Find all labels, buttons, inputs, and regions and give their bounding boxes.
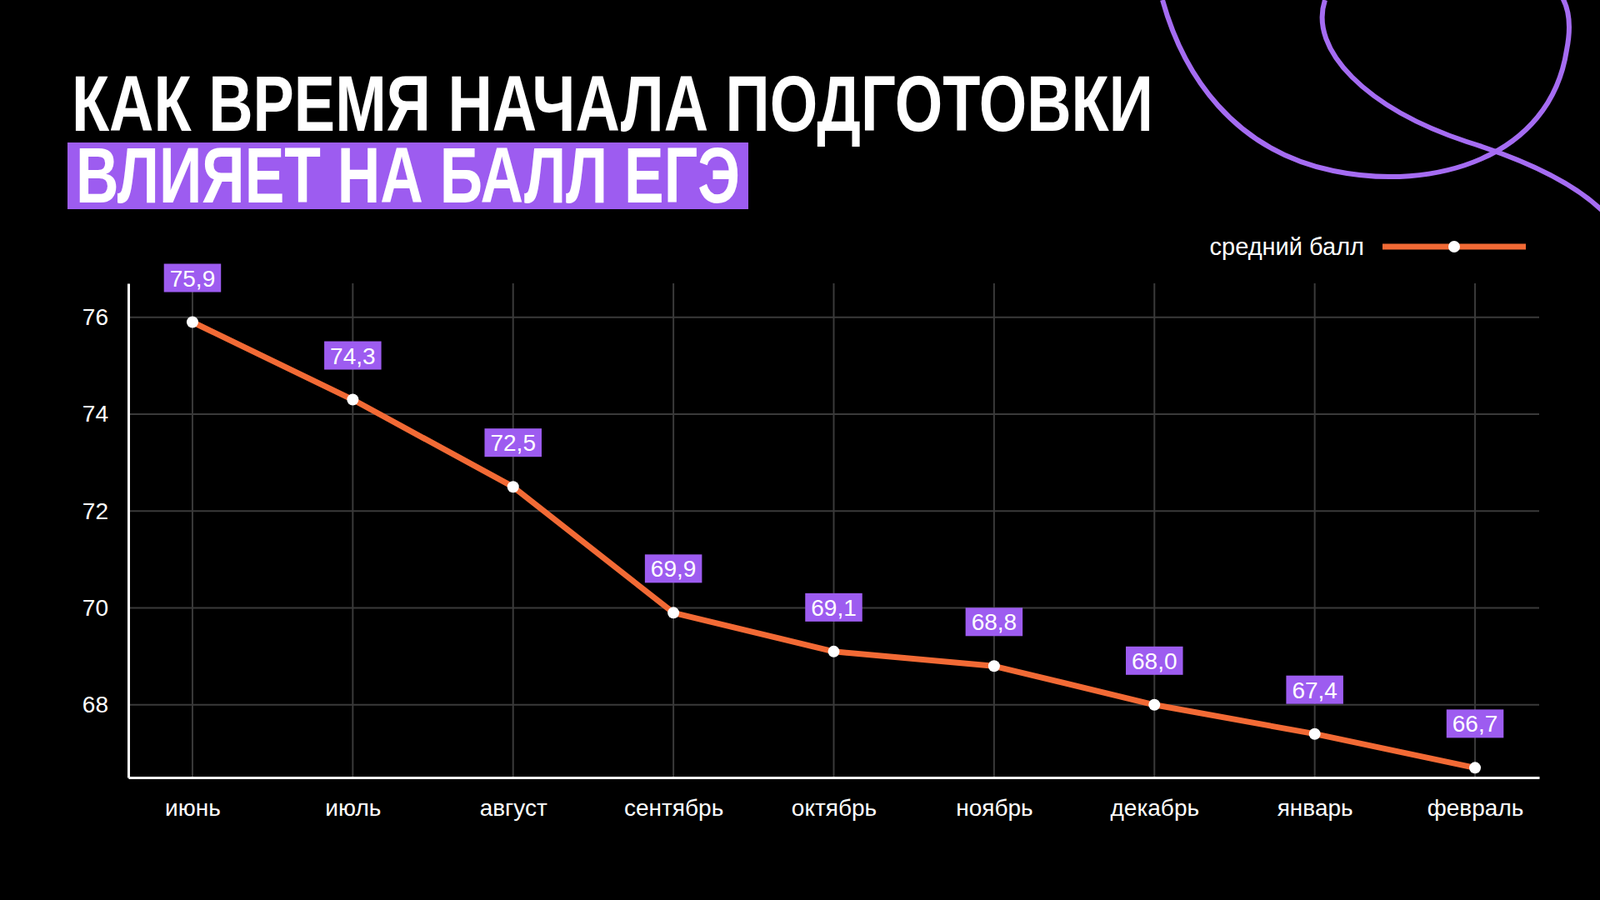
point-marker: [828, 645, 840, 658]
data-label-text: 66,7: [1452, 710, 1499, 737]
point-marker: [346, 394, 359, 406]
y-tick-label: 72: [82, 498, 109, 525]
data-label: 72,5: [484, 428, 542, 457]
data-label-text: 75,9: [170, 265, 216, 292]
x-grid-line: [993, 283, 995, 778]
x-axis: июнь июль август сентябрь октябрь ноябрь декаб…: [129, 777, 1540, 821]
x-grid-line: [1474, 283, 1476, 778]
x-grid-line: [512, 283, 515, 778]
data-label: 66,7: [1446, 709, 1505, 738]
y-tick-label: 76: [82, 304, 109, 330]
data-label-box: [645, 554, 703, 583]
y-tick-label: 70: [82, 595, 109, 621]
legend: средний балл: [1210, 233, 1526, 260]
x-tick: август: [480, 777, 548, 821]
x-tick: июль: [325, 777, 381, 821]
point-marker: [667, 606, 680, 619]
data-labels: 75,9 74,3 72,5 69,9 69,1 68,8 68,0 67,4 66,7: [164, 264, 1505, 739]
x-tick-label: сентябрь: [624, 795, 724, 821]
x-tick-label: июнь: [165, 795, 221, 821]
x-tick: февраль: [1427, 777, 1525, 821]
decor-curve: [1322, 0, 1600, 213]
data-label-text: 72,5: [490, 430, 536, 456]
x-tick: июнь: [165, 777, 221, 821]
y-tick: 76: [82, 304, 129, 330]
data-label: 74,3: [324, 341, 382, 370]
data-label-box: [164, 264, 221, 293]
x-grid-line: [672, 283, 675, 778]
y-tick-label: 68: [82, 691, 109, 718]
data-label-box: [805, 593, 863, 622]
plot-marks: [186, 316, 1481, 775]
x-tick: декабрь: [1110, 777, 1200, 821]
data-label-box: [1285, 675, 1344, 705]
legend-marker: [1448, 240, 1460, 253]
y-axis-line: [127, 284, 130, 779]
data-label-text: 69,1: [810, 595, 857, 621]
data-label: 68,0: [1125, 646, 1184, 675]
point-marker: [1309, 728, 1321, 740]
grid: [128, 283, 1540, 778]
data-label-text: 69,9: [650, 555, 697, 582]
x-tick: сентябрь: [624, 777, 724, 821]
subtitle: ВЛИЯЕТ НА БАЛЛ ЕГЭ: [75, 130, 740, 220]
x-tick-label: декабрь: [1110, 795, 1200, 821]
x-tick-label: октябрь: [791, 795, 877, 821]
point-marker: [186, 316, 199, 329]
data-label: 67,4: [1285, 675, 1344, 705]
data-label: 69,9: [645, 554, 703, 583]
x-tick-label: июль: [325, 795, 381, 821]
data-label-box: [1125, 646, 1184, 675]
x-tick-label: февраль: [1427, 795, 1525, 821]
data-label-text: 68,8: [971, 609, 1018, 635]
x-tick-label: август: [480, 795, 548, 821]
data-label-box: [965, 607, 1024, 636]
x-grid-line: [191, 283, 194, 778]
y-tick: 70: [82, 595, 129, 621]
y-tick: 68: [82, 691, 129, 718]
data-label: 75,9: [164, 264, 221, 293]
x-tick: ноябрь: [955, 777, 1033, 821]
x-tick: октябрь: [791, 777, 877, 821]
series-line: [192, 322, 1475, 769]
legend-label: средний балл: [1210, 233, 1365, 260]
x-axis-line: [129, 776, 1540, 780]
data-label-text: 68,0: [1131, 648, 1178, 675]
x-tick-label: ноябрь: [955, 795, 1033, 821]
x-tick: январь: [1277, 777, 1354, 821]
point-marker: [988, 660, 1000, 672]
y-tick: 74: [82, 400, 129, 427]
x-grid-line: [833, 283, 835, 778]
point-marker: [1148, 699, 1160, 711]
data-label-box: [484, 428, 542, 457]
data-label: 69,1: [805, 593, 863, 622]
decoration: [1162, 0, 1600, 213]
point-marker: [507, 480, 520, 493]
background: [0, 0, 1600, 900]
y-tick-label: 74: [82, 400, 109, 427]
data-label-box: [324, 341, 382, 370]
chart-canvas: КАК ВРЕМЯ НАЧАЛА ПОДГОТОВКИВЛИЯЕТ НА БАЛ…: [0, 0, 1600, 900]
x-tick-label: январь: [1277, 795, 1354, 821]
subtitle-group: ВЛИЯЕТ НА БАЛЛ ЕГЭ: [67, 130, 749, 220]
y-axis: 68 70 72 74 76: [82, 284, 130, 779]
data-label-box: [1446, 709, 1505, 738]
data-label-text: 67,4: [1291, 677, 1338, 704]
data-label: 68,8: [965, 607, 1024, 636]
data-label-text: 74,3: [330, 343, 376, 370]
y-tick: 72: [82, 498, 129, 525]
point-marker: [1469, 761, 1481, 774]
